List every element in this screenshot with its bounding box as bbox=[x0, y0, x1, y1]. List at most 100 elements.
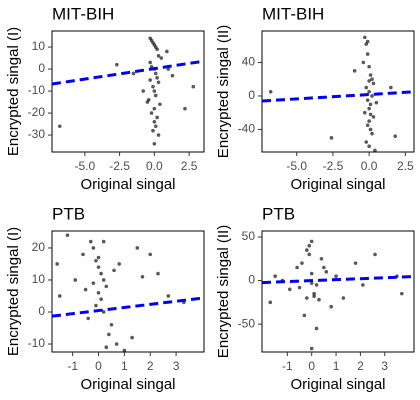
point bbox=[104, 284, 109, 289]
point bbox=[361, 283, 365, 287]
x-tick-label: 3 bbox=[381, 359, 388, 373]
panel-title: PTB bbox=[262, 204, 295, 223]
point bbox=[141, 89, 146, 93]
point bbox=[368, 73, 373, 77]
point bbox=[148, 252, 153, 257]
point bbox=[364, 85, 369, 90]
x-tick-label: 1 bbox=[121, 359, 128, 373]
point bbox=[81, 252, 85, 257]
point bbox=[153, 71, 158, 76]
point bbox=[352, 69, 357, 73]
point bbox=[365, 52, 370, 56]
point bbox=[165, 49, 169, 54]
point bbox=[155, 115, 159, 120]
point bbox=[300, 261, 304, 265]
point bbox=[140, 274, 145, 279]
point bbox=[91, 281, 96, 285]
point bbox=[371, 115, 376, 119]
point bbox=[166, 294, 171, 298]
point bbox=[309, 239, 314, 244]
point bbox=[370, 77, 374, 82]
point bbox=[400, 291, 404, 296]
x-tick-label: 2.5 bbox=[181, 159, 198, 173]
point bbox=[117, 262, 122, 266]
point bbox=[112, 268, 116, 273]
point bbox=[334, 274, 338, 279]
point bbox=[362, 35, 367, 40]
point bbox=[55, 262, 59, 266]
point bbox=[114, 342, 119, 346]
point bbox=[365, 123, 370, 128]
y-tick-label: 0 bbox=[38, 304, 45, 318]
point bbox=[94, 303, 98, 308]
point bbox=[148, 78, 152, 82]
point bbox=[86, 316, 90, 321]
point bbox=[353, 261, 358, 265]
point bbox=[152, 106, 157, 111]
point bbox=[287, 287, 292, 292]
point bbox=[268, 89, 273, 94]
point bbox=[309, 346, 314, 351]
point bbox=[393, 134, 397, 138]
point bbox=[309, 281, 314, 285]
point bbox=[99, 271, 103, 276]
point bbox=[191, 84, 196, 89]
point bbox=[65, 233, 70, 237]
point bbox=[364, 140, 369, 144]
x-tick-label: -2.5 bbox=[109, 159, 130, 173]
y-tick-label: -10 bbox=[28, 83, 46, 97]
point bbox=[96, 265, 101, 269]
y-tick-label: 40 bbox=[242, 55, 256, 69]
y-tick-label: 10 bbox=[32, 39, 46, 53]
point bbox=[302, 313, 307, 318]
y-tick-label: 0 bbox=[248, 273, 255, 287]
point bbox=[156, 80, 161, 85]
point bbox=[322, 265, 326, 270]
point bbox=[368, 112, 373, 117]
point bbox=[373, 252, 377, 257]
point bbox=[101, 239, 106, 244]
point bbox=[307, 252, 312, 257]
point bbox=[367, 106, 371, 111]
point bbox=[268, 300, 273, 305]
point bbox=[153, 124, 158, 129]
y-tick-label: 0 bbox=[248, 88, 255, 102]
point bbox=[361, 60, 366, 65]
x-tick-label: 0.0 bbox=[361, 159, 378, 173]
point bbox=[131, 71, 136, 76]
point bbox=[135, 246, 140, 250]
x-tick-label: -5.0 bbox=[74, 159, 95, 173]
point bbox=[183, 106, 187, 111]
y-axis-label: Encrypted singal (I) bbox=[5, 227, 22, 356]
plot-frame bbox=[261, 230, 415, 353]
point bbox=[370, 94, 374, 98]
point bbox=[153, 93, 158, 98]
x-tick-label: -5.0 bbox=[286, 159, 307, 173]
point bbox=[314, 283, 319, 287]
point bbox=[367, 79, 371, 83]
y-tick-label: -10 bbox=[28, 336, 46, 350]
y-tick-label: -40 bbox=[238, 122, 256, 136]
x-tick-label: 2.5 bbox=[397, 159, 414, 173]
point bbox=[341, 296, 346, 300]
point bbox=[101, 310, 106, 314]
point bbox=[370, 131, 374, 136]
point bbox=[365, 98, 370, 102]
fit-line bbox=[51, 296, 205, 318]
point bbox=[156, 54, 161, 58]
point bbox=[305, 248, 309, 252]
point bbox=[152, 89, 157, 93]
x-tick-label: -1 bbox=[282, 359, 293, 373]
point bbox=[155, 76, 159, 80]
point bbox=[314, 326, 319, 331]
point bbox=[156, 271, 160, 276]
point bbox=[152, 142, 157, 146]
x-tick-label: 3 bbox=[173, 359, 180, 373]
point bbox=[371, 81, 376, 86]
point bbox=[104, 345, 109, 349]
point bbox=[362, 110, 367, 115]
point bbox=[148, 60, 152, 65]
point bbox=[91, 246, 96, 250]
y-tick-label: 20 bbox=[32, 240, 46, 254]
point bbox=[367, 144, 371, 149]
